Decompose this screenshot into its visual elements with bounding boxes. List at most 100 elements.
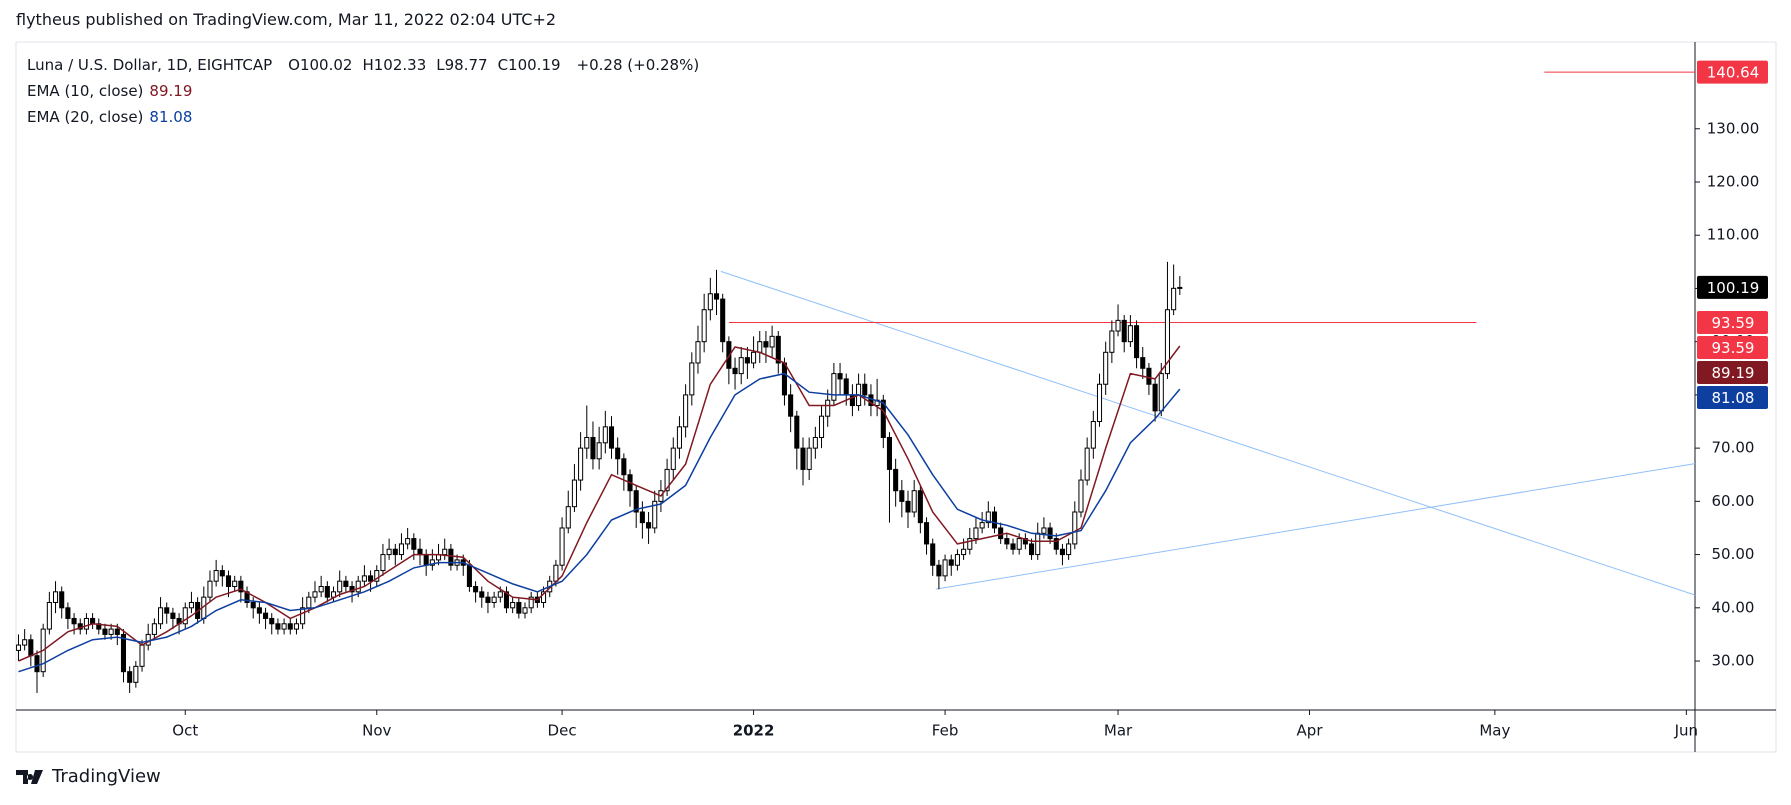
- indicator-value: 81.08: [149, 108, 193, 126]
- candle-body: [639, 511, 645, 524]
- price-label-box: [1697, 386, 1768, 410]
- candle-body: [578, 447, 584, 481]
- candle-body: [1029, 543, 1035, 556]
- ohlc-key: L: [436, 56, 445, 74]
- candle-body: [108, 628, 114, 635]
- symbol-row: Luna / U.S. Dollar, 1D, EIGHTCAP O100.02 H…: [27, 52, 705, 78]
- candle-body: [1171, 287, 1177, 311]
- candle-body: [751, 351, 757, 364]
- candle-body: [831, 373, 837, 401]
- ohlc-values: O100.02 H102.33 L98.77 C100.19: [288, 56, 570, 74]
- ohlc-value: 100.02: [299, 56, 353, 74]
- candle-body: [757, 341, 763, 353]
- candle-body: [979, 522, 985, 529]
- plot-area: [16, 71, 1695, 693]
- ohlc-value: 102.33: [373, 56, 427, 74]
- ohlc-value: 98.77: [444, 56, 488, 74]
- candle-body: [1010, 543, 1016, 550]
- symbol-title: Luna / U.S. Dollar, 1D, EIGHTCAP: [27, 56, 273, 74]
- candle-body: [306, 596, 312, 609]
- indicator-row: EMA (10, close) 89.19: [27, 78, 705, 104]
- candle-body: [466, 564, 472, 588]
- candle-body: [843, 378, 849, 396]
- ohlc-value: 100.19: [508, 56, 561, 74]
- candle-body: [368, 575, 374, 582]
- x-tick-label: Jun: [1674, 722, 1698, 740]
- candle-body: [164, 607, 170, 614]
- candle-body: [775, 335, 781, 364]
- drawing-trendline: [935, 463, 1695, 590]
- candle-body: [676, 426, 682, 449]
- candle-body: [961, 548, 967, 556]
- footer-brand: TradingView: [52, 766, 161, 787]
- candle-body: [707, 293, 713, 311]
- candle-body: [52, 591, 59, 603]
- x-tick-label: Dec: [548, 722, 577, 740]
- candle-body: [374, 570, 380, 582]
- candle-body: [411, 538, 417, 550]
- ohlc-key: H: [362, 56, 374, 74]
- y-tick-label: 50.00: [1712, 545, 1755, 563]
- candle-body: [1134, 325, 1140, 359]
- candle-body: [380, 554, 386, 572]
- candle-body: [300, 607, 306, 625]
- candle-body: [442, 548, 448, 556]
- candle-body: [145, 633, 151, 646]
- candle-body: [732, 367, 738, 375]
- candle-body: [263, 612, 269, 619]
- price-label: 89.19: [1712, 364, 1755, 382]
- candle-body: [788, 394, 794, 417]
- candle-body: [318, 586, 324, 593]
- candle-body: [763, 341, 769, 348]
- candle-body: [522, 607, 528, 614]
- candle-body: [670, 447, 676, 470]
- candle-body: [34, 655, 40, 673]
- candle-body: [880, 399, 886, 438]
- candle-body: [1035, 532, 1041, 556]
- indicator-row: EMA (20, close) 81.08: [27, 104, 705, 130]
- ohlc-key: C: [497, 56, 509, 74]
- candle-body: [936, 564, 942, 577]
- candle-body: [886, 436, 893, 470]
- candle-body: [207, 580, 213, 598]
- candle-body: [1140, 357, 1146, 369]
- candle-body: [238, 580, 244, 593]
- candle-body: [28, 639, 34, 657]
- candle-body: [621, 458, 627, 476]
- drawing-trendline: [720, 270, 1695, 596]
- candle-body: [1121, 319, 1127, 343]
- indicator-value: 89.19: [149, 82, 193, 100]
- candle-body: [528, 596, 534, 609]
- y-tick-label: 70.00: [1712, 439, 1755, 457]
- price-label-box: [1697, 361, 1768, 385]
- y-tick-label: 130.00: [1707, 119, 1760, 137]
- candle-body: [213, 570, 219, 582]
- candle-body: [139, 644, 145, 667]
- candle-body: [615, 447, 621, 460]
- candle-body: [720, 298, 726, 343]
- candle-body: [158, 607, 164, 625]
- candle-body: [133, 665, 139, 683]
- candle-body: [1016, 538, 1022, 550]
- candle-body: [151, 623, 157, 635]
- candle-body: [1078, 479, 1084, 513]
- candle-body: [596, 442, 602, 460]
- candle-body: [188, 601, 194, 609]
- x-tick-label: 2022: [733, 722, 775, 740]
- candle-body: [571, 479, 577, 508]
- footer: TradingView: [16, 766, 161, 787]
- candle-body: [361, 575, 367, 582]
- candle-body: [541, 591, 547, 603]
- candle-body: [102, 628, 108, 635]
- candle-body: [812, 436, 818, 449]
- candle-body: [862, 383, 868, 396]
- candle-body: [1059, 548, 1065, 556]
- indicator-name: EMA (20, close): [27, 108, 144, 126]
- candle-body: [998, 527, 1004, 540]
- candle-body: [417, 548, 423, 556]
- candle-body: [689, 362, 695, 396]
- candle-body: [1047, 527, 1053, 540]
- candle-body: [1090, 421, 1096, 449]
- candle-body: [837, 373, 843, 380]
- candle-body: [485, 596, 491, 603]
